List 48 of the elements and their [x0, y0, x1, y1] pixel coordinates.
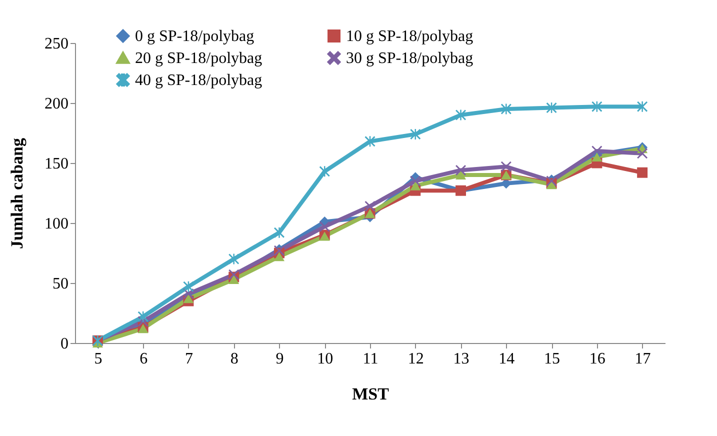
x-tick-label: 8 [230, 350, 238, 368]
y-tick-label: 0 [60, 336, 68, 352]
legend-label: 0 g SP-18/polybag [135, 28, 254, 45]
x-tick-label: 9 [276, 350, 284, 368]
y-tick-label: 150 [44, 156, 68, 172]
point [274, 227, 284, 238]
legend-label: 30 g SP-18/polybag [346, 50, 474, 67]
x-axis-title: MST [352, 384, 390, 404]
point [456, 164, 466, 176]
point [500, 161, 512, 172]
point [592, 101, 602, 112]
point [500, 104, 512, 114]
y-tick-label: 200 [44, 96, 68, 112]
x-tick-label: 5 [94, 350, 102, 368]
x-tick-label: 10 [317, 350, 334, 368]
x-tick-label: 12 [408, 350, 424, 368]
x-tick-label: 14 [498, 350, 515, 368]
x-tick-label: 15 [544, 350, 560, 368]
point [364, 200, 376, 212]
point [456, 110, 466, 120]
x-tick-label: 16 [589, 350, 606, 368]
point [319, 166, 330, 177]
point [228, 269, 240, 280]
point [592, 152, 602, 162]
x-tick-label: 17 [634, 350, 651, 368]
x-tick-label: 6 [140, 350, 148, 368]
y-tick-label: 100 [44, 216, 68, 232]
legend-label: 40 g SP-18/polybag [135, 72, 262, 89]
point [637, 167, 648, 178]
legend-label: 10 g SP-18/polybag [346, 28, 474, 45]
point [637, 148, 648, 159]
x-tick-label: 7 [184, 350, 193, 368]
legend-label: 20 g SP-18/polybag [135, 50, 262, 67]
x-tick-label: 11 [362, 350, 378, 368]
x-tick-label: 13 [453, 350, 470, 368]
point [228, 274, 240, 284]
point [410, 181, 421, 190]
point [456, 170, 466, 180]
y-tick-label: 250 [44, 36, 68, 52]
point [228, 254, 240, 264]
point [319, 221, 330, 232]
y-axis-title: Jumlah cabang [8, 138, 26, 249]
point [138, 311, 148, 322]
point [410, 176, 421, 186]
y-tick-label: 50 [52, 276, 68, 292]
point [637, 101, 648, 112]
point [274, 252, 284, 262]
point [592, 146, 602, 156]
